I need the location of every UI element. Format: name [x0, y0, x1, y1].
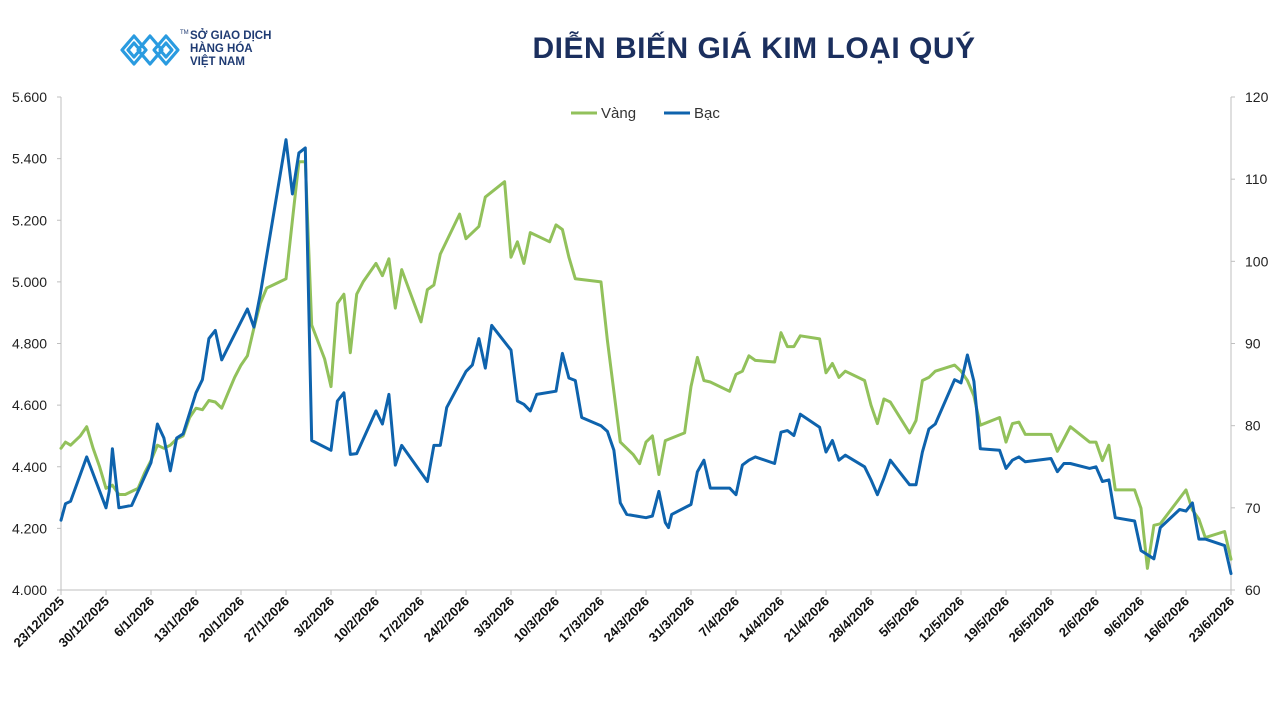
y-left-tick-label: 5.600 [12, 89, 47, 105]
x-tick-label: 13/1/2026 [151, 594, 203, 646]
chart-title: DIỄN BIẾN GIÁ KIM LOẠI QUÝ [532, 32, 976, 65]
logo [118, 28, 318, 78]
logo-mark-icon [120, 34, 180, 66]
legend-label-bac: Bạc [694, 105, 720, 122]
y-left-tick-label: 4.800 [12, 336, 47, 352]
legend-label-vang: Vàng [601, 105, 636, 122]
x-tick-label: 10/2/2026 [331, 594, 383, 646]
x-tick-label: 9/6/2026 [1101, 594, 1147, 640]
y-left-tick-label: 4.400 [12, 459, 47, 475]
x-tick-label: 27/1/2026 [241, 594, 293, 646]
series-line-bac [59, 138, 1233, 576]
x-tick-label: 3/2/2026 [291, 594, 337, 640]
x-tick-label: 6/1/2026 [111, 594, 157, 640]
x-tick-label: 10/3/2026 [511, 594, 563, 646]
x-tick-label: 12/5/2026 [916, 594, 968, 646]
y-right-tick-label: 80 [1245, 418, 1261, 434]
series-line-vang [59, 160, 1233, 570]
x-tick-label: 24/3/2026 [601, 594, 653, 646]
x-tick-label: 7/4/2026 [696, 594, 742, 640]
x-tick-label: 2/6/2026 [1056, 594, 1102, 640]
x-tick-label: 24/2/2026 [421, 594, 473, 646]
y-right-tick-label: 60 [1245, 582, 1261, 598]
x-tick-label: 5/5/2026 [876, 594, 922, 640]
logo-line-3: VIỆT NAM [190, 56, 245, 68]
y-left-tick-label: 4.000 [12, 582, 47, 598]
y-axis-right: 60 70 80 90 100 110 120 [1231, 89, 1269, 598]
x-tick-label: 31/3/2026 [646, 594, 698, 646]
y-left-tick-label: 5.000 [12, 274, 47, 290]
y-right-tick-label: 120 [1245, 89, 1269, 105]
x-tick-label: 19/5/2026 [961, 594, 1013, 646]
y-right-tick-label: 70 [1245, 500, 1261, 516]
y-left-tick-label: 4.200 [12, 520, 47, 536]
x-axis: 23/12/202530/12/20256/1/202613/1/202620/… [10, 590, 1237, 650]
logo-line-2: HÀNG HÓA [190, 43, 253, 55]
x-tick-label: 16/6/2026 [1141, 594, 1193, 646]
x-tick-label: 17/3/2026 [556, 594, 608, 646]
y-axis-left: 4.000 4.200 4.400 4.600 4.800 5.000 5.200 5.400… [12, 89, 61, 598]
x-tick-label: 3/3/2026 [471, 594, 517, 640]
x-tick-label: 23/6/2026 [1186, 594, 1238, 646]
y-right-tick-label: 90 [1245, 336, 1261, 352]
y-right-tick-label: 110 [1245, 171, 1268, 187]
legend: Vàng Bạc [571, 105, 720, 122]
x-tick-label: 28/4/2026 [826, 594, 878, 646]
logo-line-1: SỞ GIAO DỊCH [190, 30, 272, 42]
x-tick-label: 17/2/2026 [376, 594, 428, 646]
x-tick-label: 14/4/2026 [736, 594, 788, 646]
y-left-tick-label: 5.400 [12, 151, 47, 167]
y-right-tick-label: 100 [1245, 253, 1269, 269]
logo-text: SỞ GIAO DỊCH HÀNG HÓA VIỆT NAM [190, 30, 271, 69]
chart-axes [60, 97, 1232, 591]
logo-trademark: TM [180, 30, 189, 36]
x-tick-label: 20/1/2026 [196, 594, 248, 646]
y-left-tick-label: 5.200 [12, 212, 47, 228]
x-tick-label: 26/5/2026 [1006, 594, 1058, 646]
y-left-tick-label: 4.600 [12, 397, 47, 413]
x-tick-label: 21/4/2026 [781, 594, 833, 646]
series-lines [59, 138, 1233, 576]
